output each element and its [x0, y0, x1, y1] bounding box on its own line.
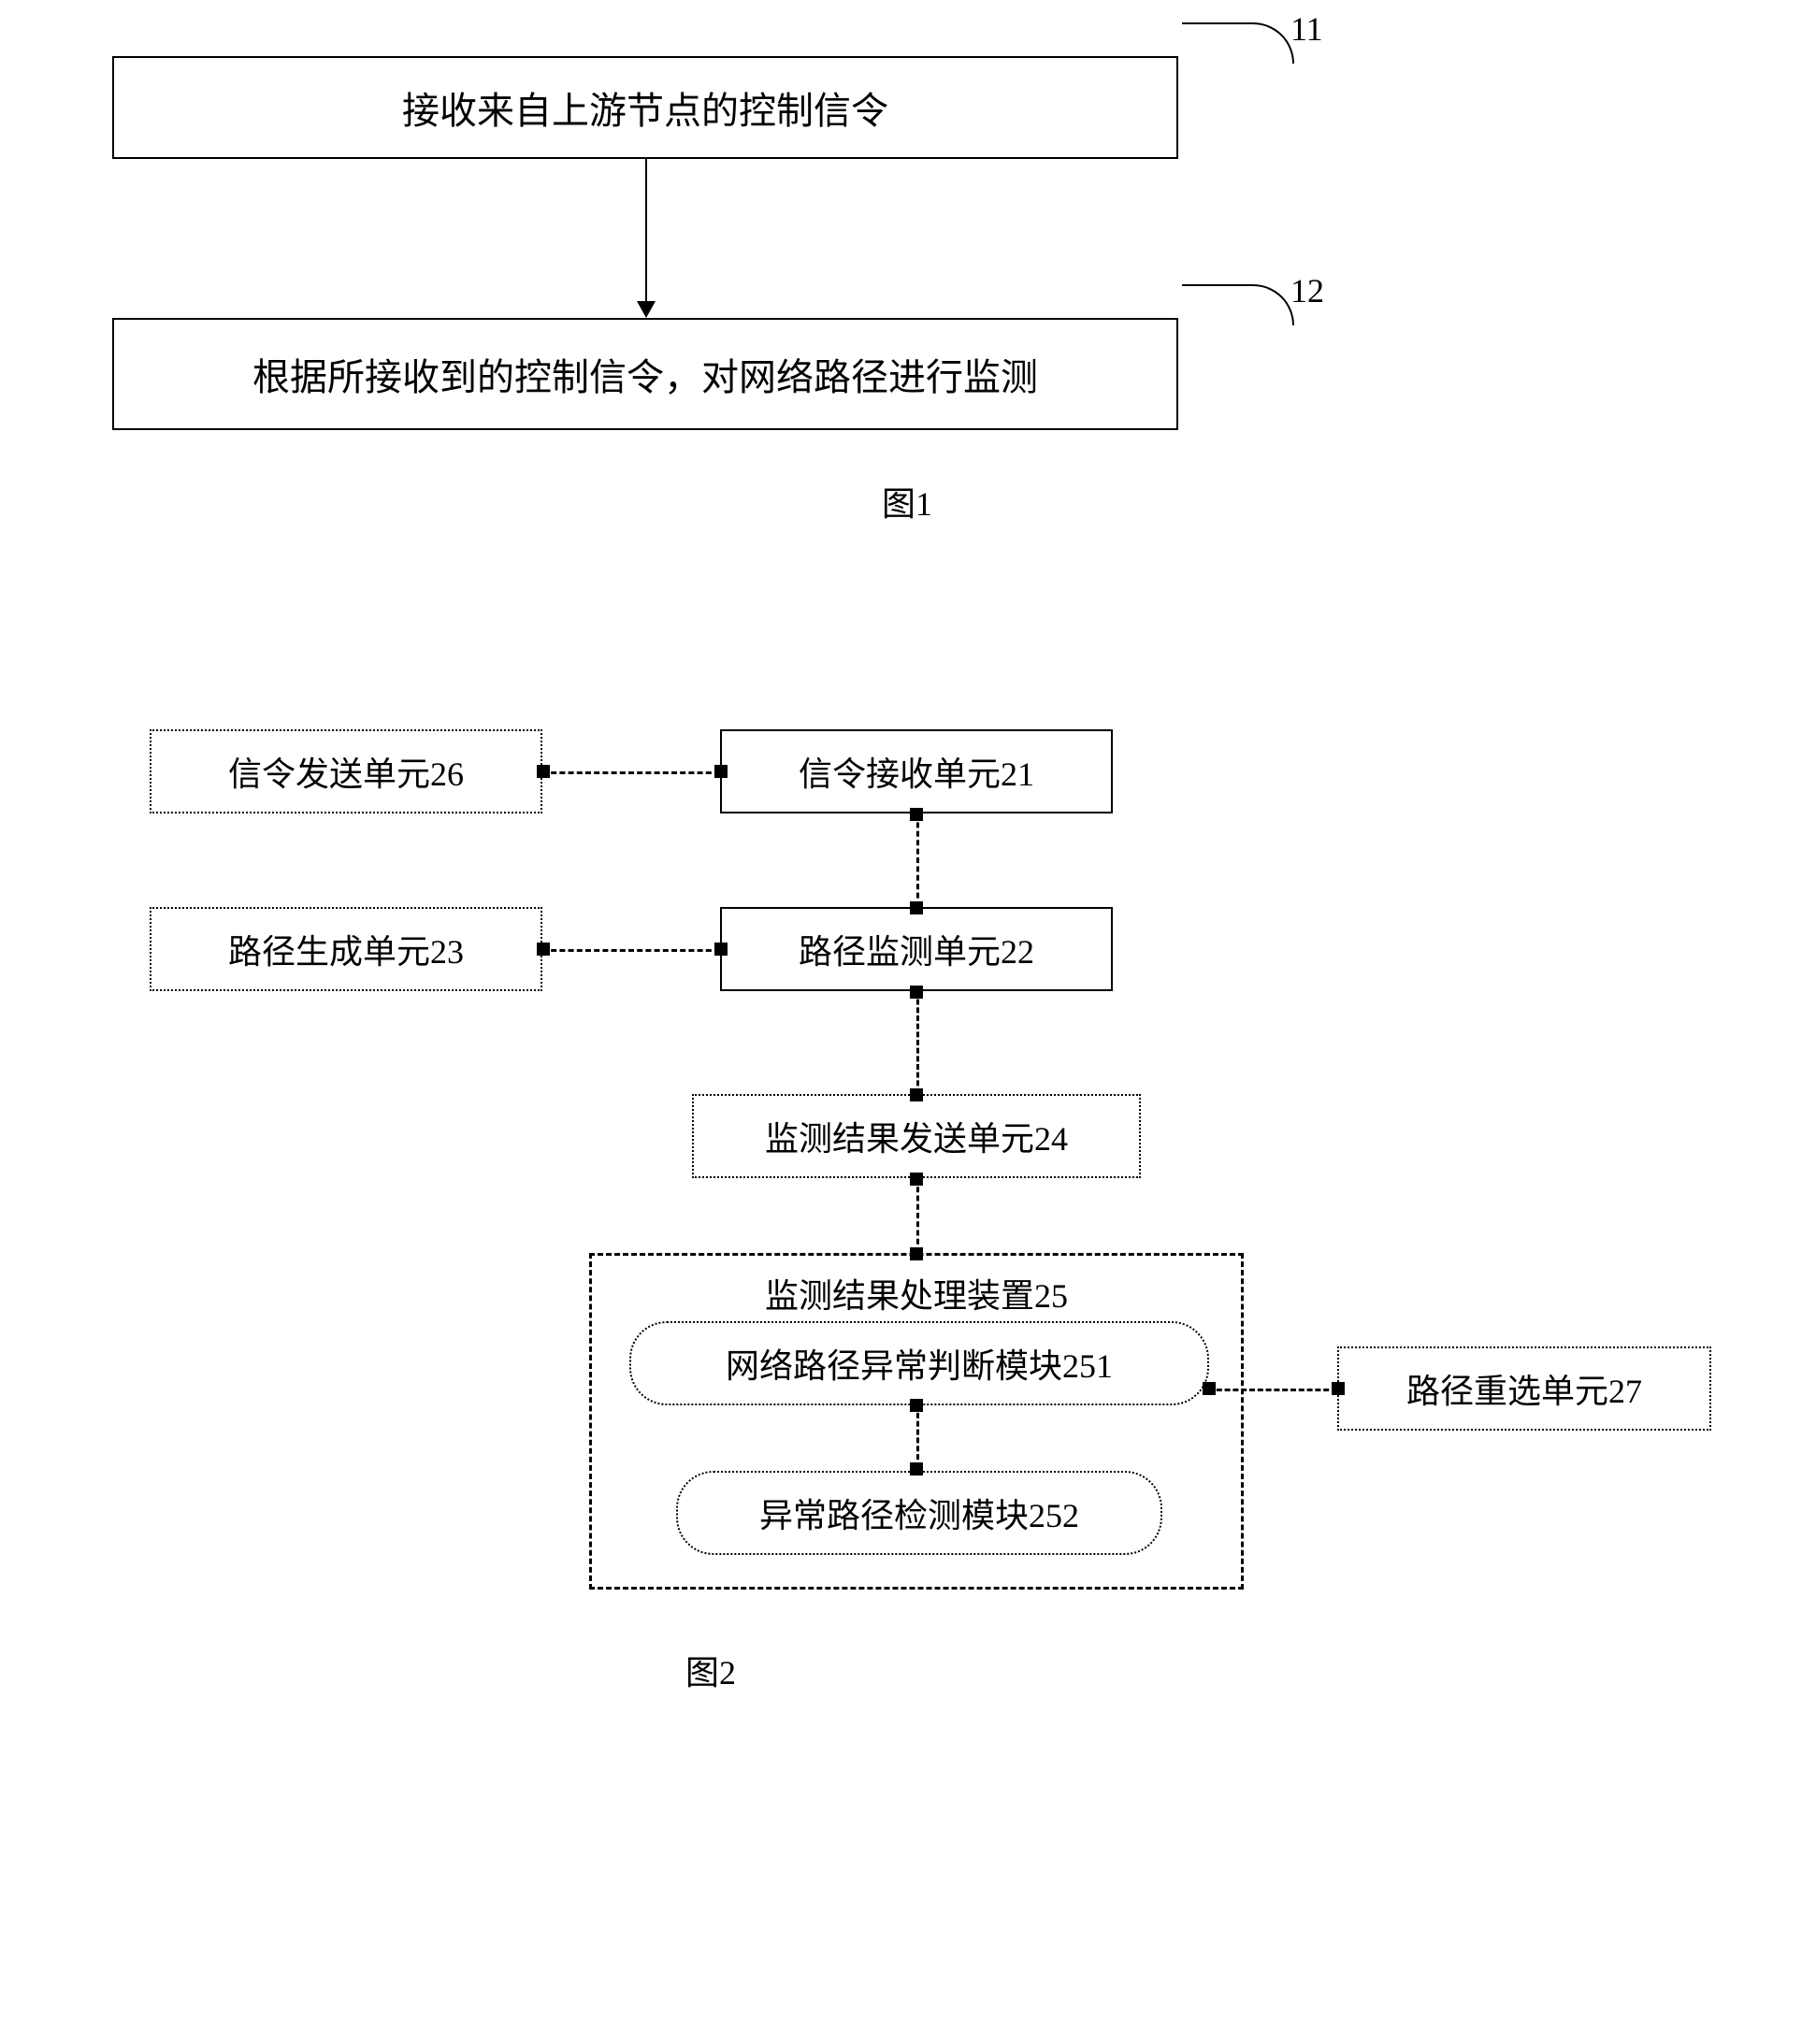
unit-22: 路径监测单元22 — [720, 907, 1113, 991]
unit-26: 信令发送单元26 — [150, 729, 542, 813]
unit-27: 路径重选单元27 — [1337, 1346, 1711, 1431]
hlink-3-dot-b — [1332, 1382, 1345, 1395]
fig1-caption: 图1 — [75, 477, 1739, 525]
figure-2: 信令发送单元26 信令接收单元21 路径生成单元23 路径监测单元22 监测结果… — [150, 729, 1814, 1739]
fig1-box-2-text: 根据所接收到的控制信令，对网络路径进行监测 — [252, 347, 1038, 401]
vlink-3-dot-a — [910, 1173, 923, 1186]
fig1-arrow-head — [637, 301, 656, 318]
hlink-3 — [1208, 1389, 1337, 1391]
unit-23-text: 路径生成单元23 — [228, 925, 464, 973]
hlink-3-dot-a — [1203, 1382, 1216, 1395]
fig1-label-1: 11 — [1290, 9, 1323, 49]
vlink-1-dot-a — [910, 808, 923, 821]
unit-26-text: 信令发送单元26 — [228, 747, 464, 796]
vlink-4-dot-b — [910, 1462, 923, 1475]
vlink-1-dot-b — [910, 901, 923, 914]
device-25-title: 监测结果处理装置25 — [592, 1269, 1241, 1317]
fig1-leader-1 — [1182, 22, 1294, 64]
fig1-arrow-line — [645, 159, 647, 301]
fig1-box-1-text: 接收来自上游节点的控制信令 — [402, 80, 888, 135]
vlink-3-dot-b — [910, 1247, 923, 1260]
fig2-caption: 图2 — [150, 1646, 1272, 1694]
unit-23: 路径生成单元23 — [150, 907, 542, 991]
vlink-3 — [916, 1178, 919, 1253]
hlink-1-dot-b — [714, 765, 728, 778]
unit-24: 监测结果发送单元24 — [692, 1094, 1141, 1178]
module-252-text: 异常路径检测模块252 — [759, 1489, 1079, 1537]
module-251-text: 网络路径异常判断模块251 — [726, 1339, 1113, 1388]
hlink-1-dot-a — [537, 765, 550, 778]
hlink-2 — [542, 949, 720, 952]
fig1-label-2: 12 — [1290, 271, 1324, 310]
vlink-2-dot-b — [910, 1088, 923, 1101]
unit-24-text: 监测结果发送单元24 — [765, 1112, 1068, 1160]
vlink-2-dot-a — [910, 986, 923, 999]
figure-1: 接收来自上游节点的控制信令 11 根据所接收到的控制信令，对网络路径进行监测 1… — [75, 37, 1739, 524]
hlink-1 — [542, 771, 720, 774]
unit-21: 信令接收单元21 — [720, 729, 1113, 813]
vlink-1 — [916, 813, 919, 907]
fig1-box-2: 根据所接收到的控制信令，对网络路径进行监测 — [112, 318, 1178, 430]
fig1-leader-2 — [1182, 284, 1294, 325]
fig1-box-1: 接收来自上游节点的控制信令 — [112, 56, 1178, 159]
module-252: 异常路径检测模块252 — [676, 1471, 1162, 1555]
unit-21-text: 信令接收单元21 — [799, 747, 1034, 796]
module-251: 网络路径异常判断模块251 — [629, 1321, 1209, 1405]
unit-27-text: 路径重选单元27 — [1406, 1364, 1642, 1413]
hlink-2-dot-a — [537, 943, 550, 956]
hlink-2-dot-b — [714, 943, 728, 956]
vlink-4 — [916, 1404, 919, 1468]
vlink-2 — [916, 991, 919, 1094]
unit-22-text: 路径监测单元22 — [799, 925, 1034, 973]
vlink-4-dot-a — [910, 1399, 923, 1412]
